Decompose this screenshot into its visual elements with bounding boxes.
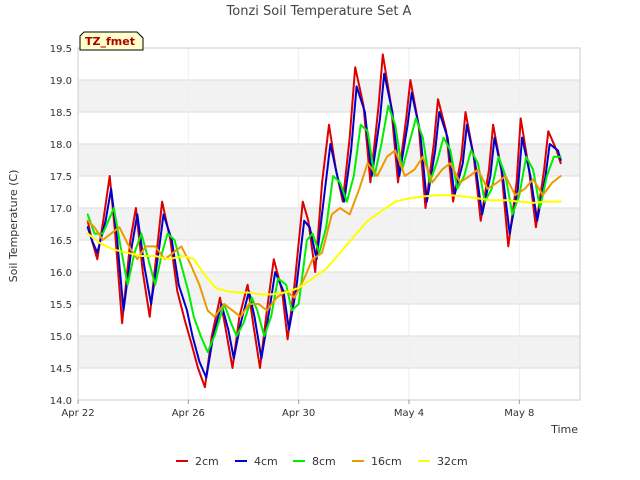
series-lines <box>86 53 562 389</box>
legend-label: 2cm <box>195 455 219 468</box>
y-tick-label: 17.0 <box>50 204 72 215</box>
band <box>78 272 580 304</box>
legend-item-32cm: 32cm <box>418 455 468 468</box>
y-tick-label: 15.5 <box>50 300 72 311</box>
site-tag: TZ_fmet <box>79 31 144 51</box>
y-tick-labels: 14.0 14.5 15.0 15.5 16.0 16.5 17.0 17.5 18.0 18.5… <box>50 44 72 407</box>
series-line-8cm <box>86 104 562 353</box>
y-tick-label: 16.0 <box>50 268 72 279</box>
y-tick-label: 19.0 <box>50 76 72 87</box>
band <box>78 336 580 368</box>
series-line-32cm <box>86 194 562 296</box>
y-tick-label: 16.5 <box>50 236 72 247</box>
legend-item-8cm: 8cm <box>293 455 336 468</box>
legend-label: 8cm <box>312 455 336 468</box>
x-tick-labels: Apr 22 Apr 26 Apr 30 May 4 May 8 <box>61 400 534 419</box>
x-axis-label: Time <box>550 423 578 436</box>
y-axis-label: Soil Temperature (C) <box>7 170 20 283</box>
legend-label: 32cm <box>437 455 468 468</box>
legend-item-2cm: 2cm <box>176 455 219 468</box>
y-tick-label: 14.5 <box>50 364 72 375</box>
site-tag-box <box>79 31 144 51</box>
site-tag-label: TZ_fmet <box>85 35 135 48</box>
legend: 2cm 4cm 8cm 16cm 32cm <box>176 455 468 468</box>
y-tick-label: 18.0 <box>50 140 72 151</box>
legend-label: 16cm <box>371 455 402 468</box>
band <box>78 80 580 112</box>
y-tick-label: 15.0 <box>50 332 72 343</box>
x-tick-label: Apr 30 <box>282 408 315 419</box>
chart-title: Tonzi Soil Temperature Set A <box>226 4 412 19</box>
legend-item-4cm: 4cm <box>235 455 278 468</box>
legend-item-16cm: 16cm <box>352 455 402 468</box>
x-tick-label: Apr 26 <box>172 408 205 419</box>
y-tick-label: 14.0 <box>50 396 72 407</box>
y-tick-label: 19.5 <box>50 44 72 55</box>
x-tick-label: Apr 22 <box>61 408 94 419</box>
plot-frame <box>77 47 581 401</box>
y-tick-label: 18.5 <box>50 108 72 119</box>
legend-label: 4cm <box>254 455 278 468</box>
x-tick-label: May 8 <box>504 408 534 419</box>
x-tick-label: May 4 <box>394 408 424 419</box>
y-tick-label: 17.5 <box>50 172 72 183</box>
